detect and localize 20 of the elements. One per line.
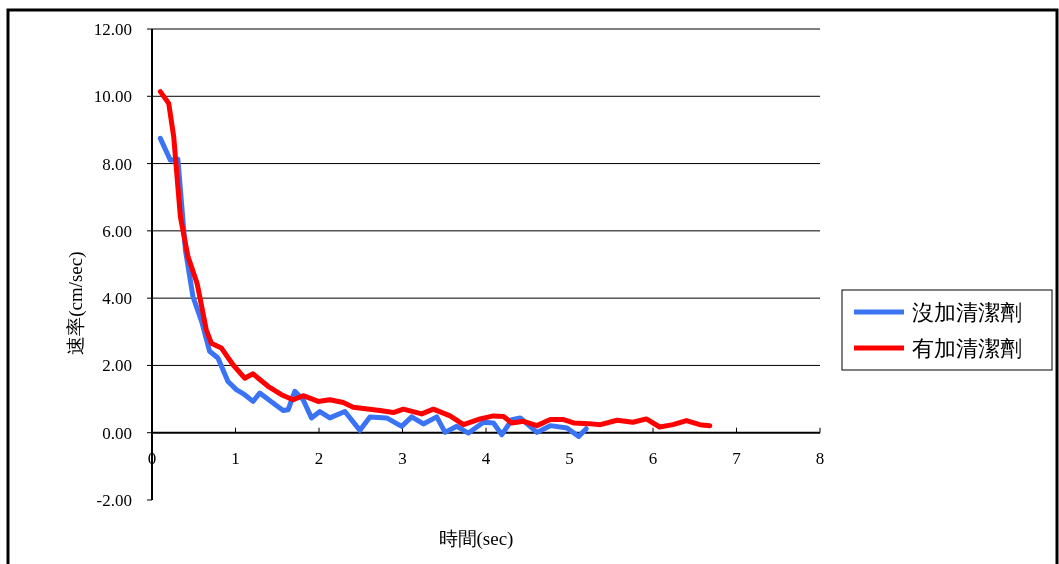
y-tick-label: 0.00	[102, 423, 132, 443]
y-axis-title: 速率(cm/sec)	[65, 251, 87, 355]
x-tick-label: 5	[565, 448, 574, 468]
legend-label: 有加清潔劑	[912, 336, 1022, 361]
x-tick-label: 4	[481, 448, 491, 468]
x-tick-label: 7	[732, 448, 742, 468]
y-tick-label: 6.00	[102, 221, 132, 241]
y-tick-label: 10.00	[93, 87, 132, 107]
legend-label: 沒加清潔劑	[912, 300, 1022, 325]
y-tick-label: -2.00	[96, 491, 132, 510]
x-tick-label: 8	[815, 448, 825, 468]
y-tick-label: 8.00	[102, 154, 132, 174]
x-tick-label: 2	[314, 448, 324, 468]
x-tick-label: 6	[648, 448, 658, 468]
y-tick-label: 2.00	[102, 356, 132, 376]
x-tick-label: 1	[231, 448, 240, 468]
x-axis-title: 時間(sec)	[438, 528, 514, 550]
y-tick-label: 12.00	[93, 20, 132, 39]
y-tick-label: 4.00	[102, 289, 132, 309]
x-tick-label: 3	[398, 448, 407, 468]
